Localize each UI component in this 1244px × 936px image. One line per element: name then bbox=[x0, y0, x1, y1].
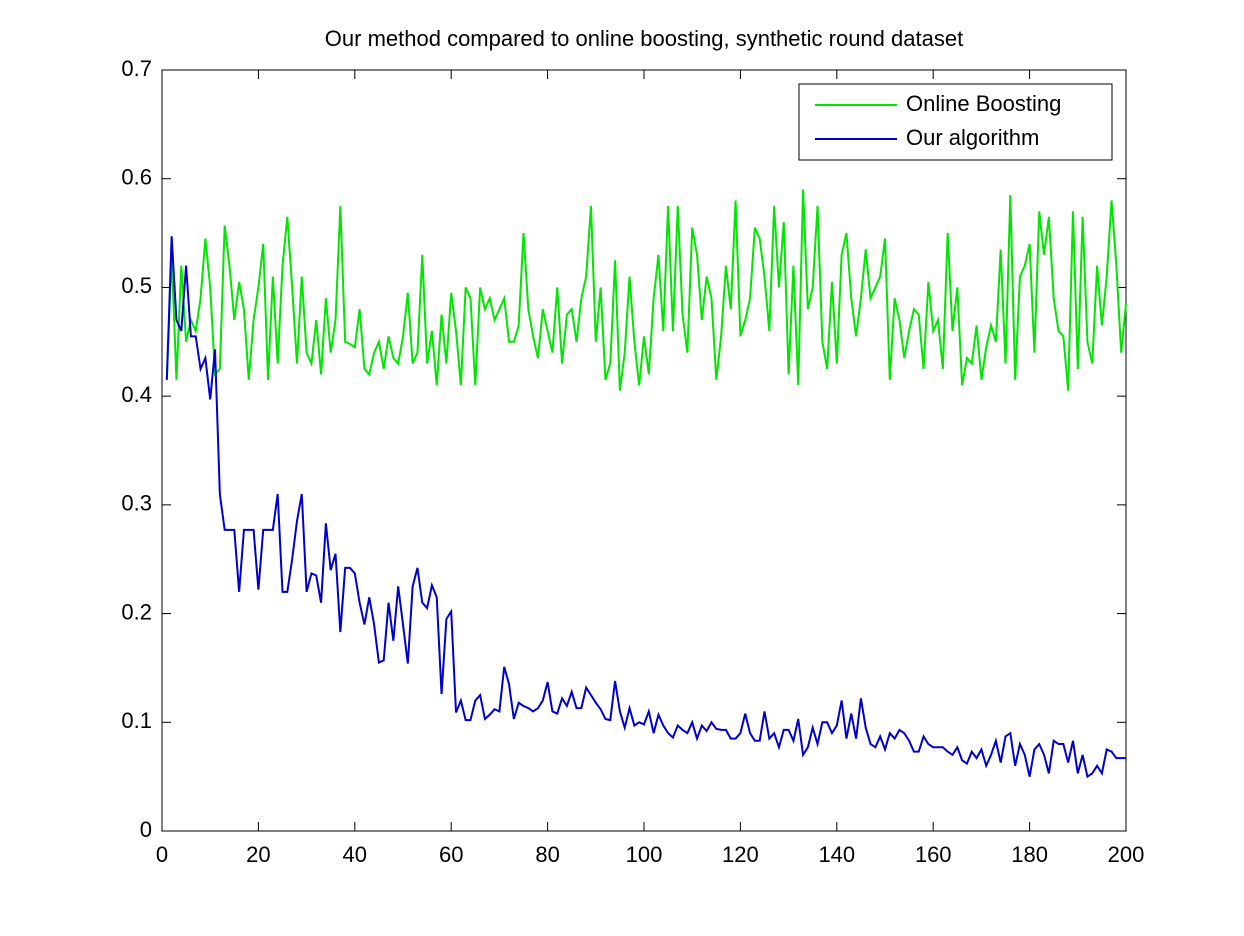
y-tick-label: 0.6 bbox=[121, 165, 152, 190]
y-tick-label: 0.7 bbox=[121, 56, 152, 81]
x-tick-label: 0 bbox=[156, 842, 168, 867]
y-tick-label: 0.5 bbox=[121, 273, 152, 298]
x-tick-label: 120 bbox=[722, 842, 759, 867]
series-line bbox=[165, 236, 1126, 779]
x-tick-label: 200 bbox=[1108, 842, 1145, 867]
x-tick-label: 20 bbox=[246, 842, 270, 867]
legend-label: Online Boosting bbox=[906, 91, 1061, 116]
legend-box bbox=[798, 83, 1113, 161]
x-tick-label: 160 bbox=[915, 842, 952, 867]
y-tick-label: 0.4 bbox=[121, 382, 152, 407]
x-tick-label: 80 bbox=[535, 842, 559, 867]
legend-label: Our algorithm bbox=[906, 125, 1039, 150]
y-tick-label: 0.2 bbox=[121, 599, 152, 624]
y-tick-label: 0.3 bbox=[121, 491, 152, 516]
x-tick-label: 180 bbox=[1011, 842, 1048, 867]
x-tick-label: 140 bbox=[818, 842, 855, 867]
x-tick-label: 60 bbox=[439, 842, 463, 867]
x-tick-label: 100 bbox=[626, 842, 663, 867]
y-tick-label: 0.1 bbox=[121, 708, 152, 733]
chart-title: Our method compared to online boosting, … bbox=[325, 26, 963, 51]
y-tick-label: 0 bbox=[140, 817, 152, 842]
x-tick-label: 40 bbox=[343, 842, 367, 867]
series-line bbox=[165, 189, 1127, 391]
